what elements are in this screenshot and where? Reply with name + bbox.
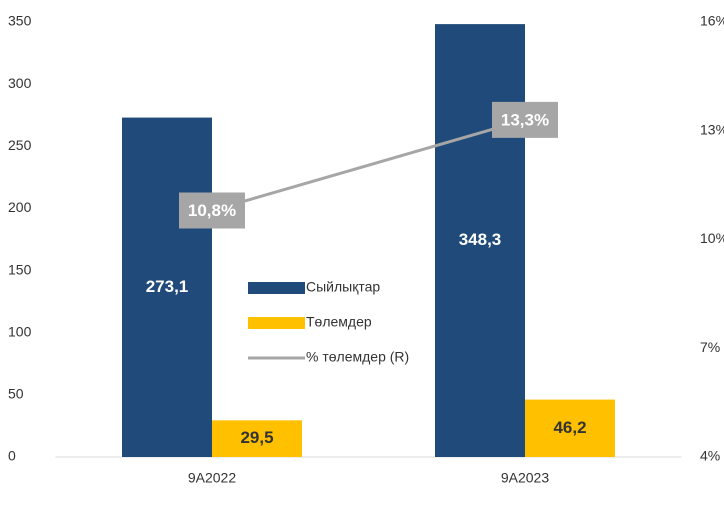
bar <box>122 117 212 457</box>
y2-tick-label: 7% <box>700 339 720 355</box>
y2-tick-label: 10% <box>700 230 724 246</box>
value-label-box <box>492 101 558 138</box>
x-tick-label: 9A2022 <box>188 470 236 486</box>
line <box>211 118 526 212</box>
value-label-box <box>179 192 245 229</box>
y2-tick-label: 16% <box>700 13 724 29</box>
value-label: 10,8% <box>188 201 236 220</box>
y-tick-label: 350 <box>8 13 32 29</box>
y-tick-label: 100 <box>8 323 32 339</box>
legend-swatch <box>248 282 305 294</box>
legend-swatch <box>248 317 305 329</box>
y-tick-label: 150 <box>8 261 32 277</box>
y-tick-label: 300 <box>8 75 32 91</box>
legend-label: Төлемдер <box>306 314 372 330</box>
value-label: 46,2 <box>553 418 586 437</box>
y2-tick-label: 4% <box>700 448 720 464</box>
legend-label: % төлемдер (R) <box>306 349 409 365</box>
y-tick-label: 50 <box>8 386 24 402</box>
legend-label: Сыйлықтар <box>306 279 380 295</box>
y2-tick-label: 13% <box>700 121 724 137</box>
bar <box>435 24 525 458</box>
y-tick-label: 0 <box>8 448 16 464</box>
value-label: 273,1 <box>146 277 189 296</box>
bar <box>212 420 302 457</box>
x-tick-label: 9A2023 <box>501 470 549 486</box>
value-label: 348,3 <box>459 230 502 249</box>
value-label: 13,3% <box>501 110 549 129</box>
y-tick-label: 200 <box>8 199 32 215</box>
value-label: 29,5 <box>240 428 273 447</box>
y-tick-label: 250 <box>8 137 32 153</box>
bar <box>525 399 615 457</box>
